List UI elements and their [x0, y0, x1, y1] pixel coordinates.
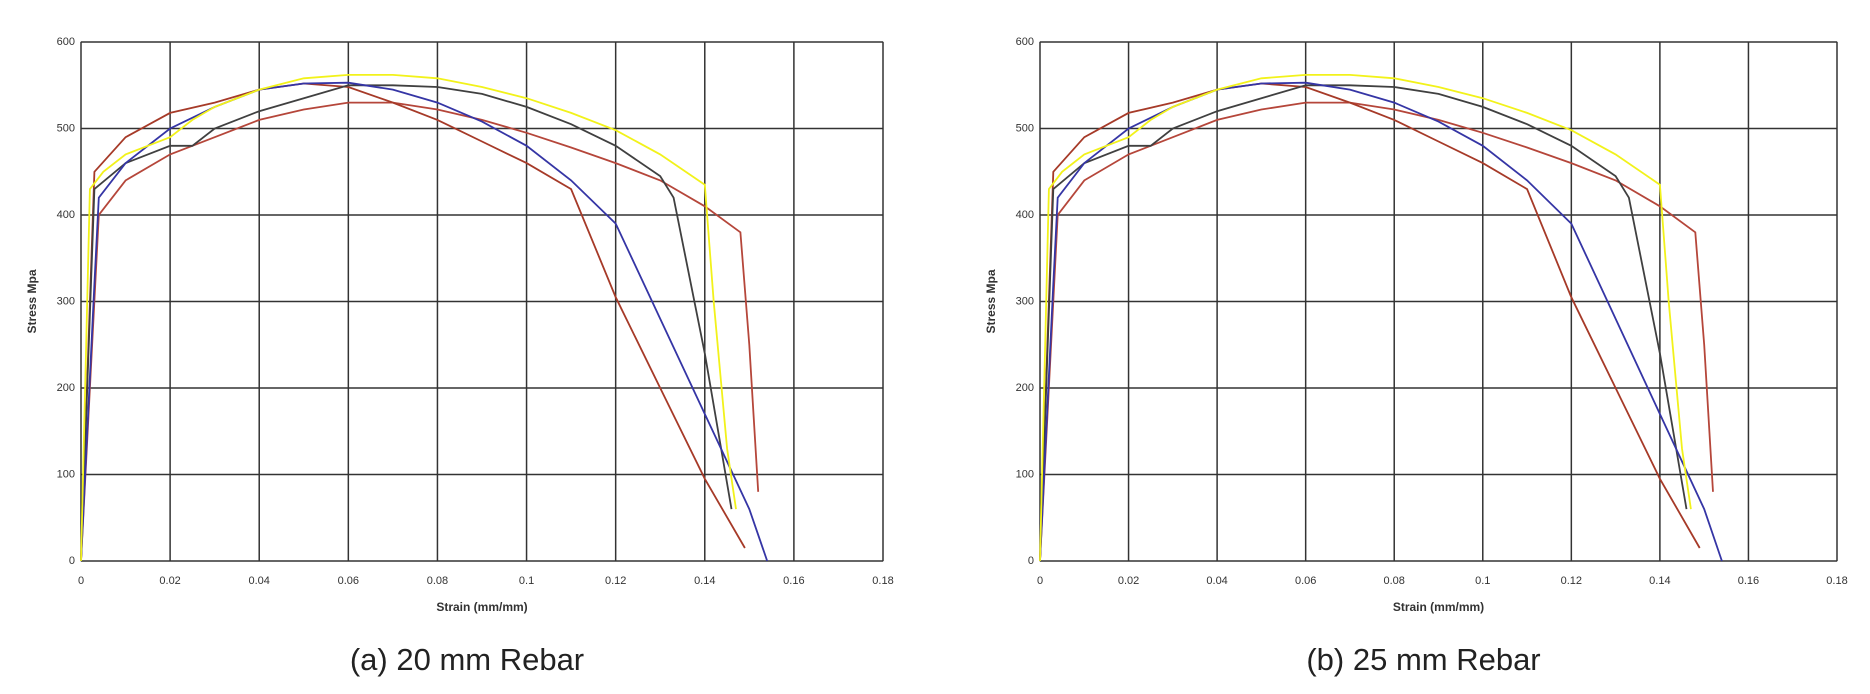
y-tick-label: 100 [1016, 468, 1034, 480]
x-tick-label: 0.06 [338, 575, 359, 587]
y-tick-label: 0 [1028, 555, 1034, 567]
data-line [1039, 101, 1714, 562]
x-tick-label: 0.02 [1118, 575, 1139, 587]
x-tick-label: 0.1 [1475, 575, 1490, 587]
data-line [80, 101, 760, 562]
x-tick-label: 0.18 [1826, 575, 1847, 587]
x-tick-label: 0.12 [605, 575, 626, 587]
data-line [1039, 82, 1701, 562]
x-tick-label: 0.18 [872, 575, 893, 587]
x-tick-label: 0.16 [783, 575, 804, 587]
caption: (b) 25 mm Rebar [1306, 642, 1540, 677]
x-tick-label: 0.12 [1561, 575, 1582, 587]
y-tick-label: 500 [57, 122, 75, 134]
data-line [80, 84, 733, 562]
x-axis-title: Strain (mm/mm) [1393, 600, 1484, 614]
y-tick-label: 600 [57, 36, 75, 48]
y-axis-title: Stress Mpa [25, 269, 39, 333]
y-tick-label: 400 [57, 209, 75, 221]
x-tick-label: 0 [1037, 575, 1043, 587]
data-line [1039, 84, 1688, 562]
data-line [80, 74, 737, 562]
y-axis-title: Stress Mpa [984, 269, 998, 333]
data-line [1039, 81, 1723, 562]
x-tick-label: 0.02 [159, 575, 180, 587]
x-tick-label: 0.14 [694, 575, 715, 587]
data-line [80, 81, 769, 562]
x-tick-label: 0.04 [1206, 575, 1227, 587]
caption: (a) 20 mm Rebar [350, 642, 584, 677]
x-tick-label: 0.08 [427, 575, 448, 587]
x-tick-label: 0.04 [249, 575, 270, 587]
x-tick-label: 0.14 [1649, 575, 1670, 587]
y-tick-label: 0 [69, 555, 75, 567]
y-tick-label: 200 [57, 382, 75, 394]
y-tick-label: 200 [1016, 382, 1034, 394]
x-tick-label: 0.1 [519, 575, 534, 587]
y-tick-label: 400 [1016, 209, 1034, 221]
y-tick-label: 300 [57, 295, 75, 307]
x-tick-label: 0.06 [1295, 575, 1316, 587]
y-tick-label: 300 [1016, 295, 1034, 307]
x-axis-title: Strain (mm/mm) [436, 600, 527, 614]
y-tick-label: 600 [1016, 36, 1034, 48]
x-tick-label: 0.08 [1384, 575, 1405, 587]
data-line [1039, 74, 1692, 562]
x-tick-label: 0.16 [1738, 575, 1759, 587]
y-tick-label: 500 [1016, 122, 1034, 134]
data-line [80, 82, 746, 562]
y-tick-label: 100 [57, 468, 75, 480]
x-tick-label: 0 [78, 575, 84, 587]
